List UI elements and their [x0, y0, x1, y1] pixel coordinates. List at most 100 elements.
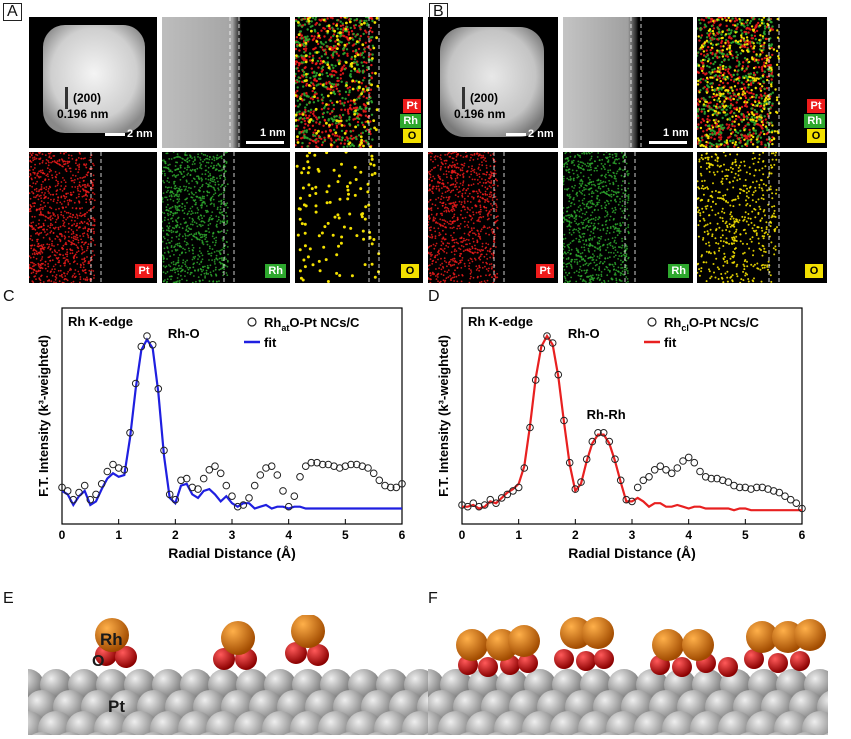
- rh-atom-label: Rh: [100, 630, 123, 649]
- data-point: [741, 483, 750, 492]
- data-point: [171, 495, 180, 504]
- data-point: [194, 485, 202, 493]
- data-point: [667, 469, 676, 478]
- data-point: [188, 483, 197, 492]
- data-point: [690, 458, 699, 467]
- y-axis-label: F.T. Intensity (k³-weighted): [36, 335, 51, 497]
- data-point: [679, 457, 687, 465]
- data-point: [216, 469, 225, 478]
- panel-letter-c: C: [3, 288, 15, 305]
- data-point: [131, 379, 140, 388]
- o-atom-label: O: [92, 653, 105, 670]
- pt-atom-label: Pt: [108, 697, 125, 716]
- tag-rh: Rh: [668, 264, 689, 278]
- tag-pt: Pt: [536, 264, 554, 278]
- scale-label: 2 nm: [528, 128, 554, 140]
- data-point: [92, 490, 100, 499]
- data-point: [599, 429, 608, 437]
- tag-o: O: [805, 264, 823, 278]
- data-point: [633, 483, 642, 492]
- scale-bar: [246, 141, 284, 144]
- data-point: [341, 462, 350, 470]
- eds-overlay-a: Pt Rh O: [295, 17, 423, 148]
- data-point: [369, 469, 378, 478]
- data-point: [318, 460, 327, 469]
- lattice-zoom-b: 1 nm: [563, 17, 693, 148]
- data-point: [786, 495, 795, 504]
- legend-label-fit: fit: [664, 335, 677, 350]
- eds-overlay-b: Pt Rh O: [697, 17, 827, 148]
- exafs-chart-c: 0 1 2 3 4 5 6 Radial Distance (Å) F.T. Intensity…: [36, 307, 406, 561]
- tag-o: O: [401, 264, 419, 278]
- data-point: [616, 476, 625, 485]
- fit-line: [61, 337, 402, 510]
- x-tick-label: 4: [685, 528, 692, 542]
- peak-label-rh-o: Rh-O: [568, 326, 600, 341]
- data-point: [520, 464, 529, 472]
- data-point: [565, 458, 574, 467]
- x-tick-label: 5: [742, 528, 749, 542]
- peak-label-rh-o: Rh-O: [168, 326, 200, 341]
- data-point: [673, 464, 682, 472]
- data-point: [480, 501, 489, 509]
- scale-label: 1 nm: [663, 127, 689, 139]
- data-point: [769, 487, 778, 495]
- data-point: [347, 460, 355, 469]
- x-axis-label: Radial Distance (Å): [168, 545, 296, 561]
- scale-bar: [506, 133, 526, 136]
- x-tick-label: 1: [515, 528, 522, 542]
- data-point: [228, 492, 236, 500]
- fit-line: [462, 333, 802, 512]
- data-point: [475, 502, 483, 511]
- data-point: [301, 462, 310, 470]
- data-point: [718, 476, 727, 485]
- x-tick-label: 0: [459, 528, 466, 542]
- data-point: [126, 429, 134, 437]
- data-point: [63, 487, 72, 495]
- x-tick-label: 2: [172, 528, 179, 542]
- data-point: [114, 464, 123, 472]
- data-point: [103, 467, 112, 476]
- data-point: [284, 502, 293, 511]
- lattice-spacing-label: 0.196 nm: [57, 107, 109, 121]
- lattice-zoom-a: 1 nm: [162, 17, 290, 148]
- tag-o: O: [807, 129, 825, 143]
- panel-letter-f: F: [428, 590, 438, 607]
- data-point: [375, 476, 384, 485]
- data-point: [798, 504, 806, 513]
- data-point: [335, 464, 344, 472]
- data-point: [279, 487, 287, 495]
- panel-letter-e: E: [3, 590, 14, 607]
- data-point: [211, 462, 219, 470]
- data-point: [182, 474, 191, 483]
- data-point: [245, 494, 253, 502]
- data-point: [239, 501, 248, 509]
- data-point: [781, 492, 789, 500]
- data-point: [752, 483, 761, 492]
- data-point: [148, 341, 157, 349]
- data-point: [605, 437, 614, 446]
- data-point: [352, 460, 361, 469]
- data-point: [758, 483, 767, 492]
- data-point: [165, 490, 174, 499]
- data-point: [296, 473, 304, 481]
- x-tick-label: 2: [572, 528, 579, 542]
- data-point: [531, 376, 540, 384]
- legend-marker-data: [247, 317, 257, 327]
- data-point: [199, 474, 208, 483]
- lattice-marker: [462, 87, 465, 109]
- scale-label: 1 nm: [260, 127, 286, 139]
- scale-label: 2 nm: [127, 128, 153, 140]
- chart-title: Rh K-edge: [68, 314, 133, 329]
- tag-pt: Pt: [135, 264, 153, 278]
- atomic-model-e: [28, 615, 428, 735]
- data-point: [577, 478, 585, 486]
- lattice-marker: [65, 87, 68, 109]
- eds-map-pt-b: Pt: [428, 152, 558, 283]
- data-point: [509, 487, 517, 495]
- data-point: [582, 455, 591, 463]
- data-point: [696, 467, 704, 476]
- data-point: [486, 495, 495, 504]
- data-point: [548, 339, 557, 347]
- data-point: [735, 483, 744, 492]
